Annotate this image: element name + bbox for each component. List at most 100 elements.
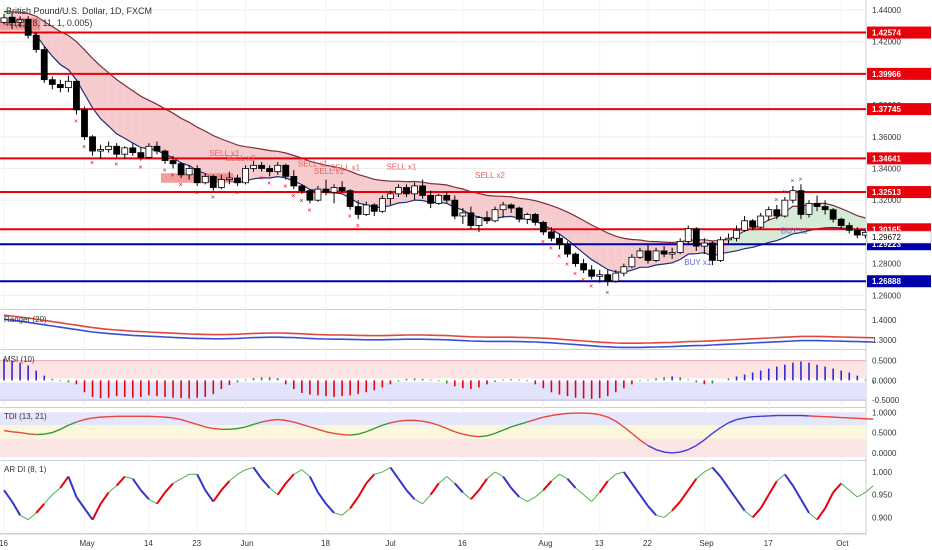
candle: [282, 163, 290, 180]
ardi-line-segment: [751, 507, 762, 519]
candle: [354, 200, 362, 220]
tdi-line-segment: [728, 418, 737, 424]
tdi-line-segment: [205, 426, 214, 430]
ardi-line-segment: [269, 487, 279, 496]
ardi-line-segment: [591, 492, 601, 502]
candle: [234, 174, 241, 186]
candle: [73, 79, 80, 115]
ardi-line-segment: [566, 478, 577, 489]
candle-body: [709, 242, 716, 261]
candle-body: [628, 256, 636, 268]
sell-x-marker: ×: [348, 214, 352, 221]
ardi-line-segment: [857, 492, 866, 498]
ribbon-segment: [205, 131, 214, 178]
tdi-line-segment: [301, 423, 311, 428]
sell-x-marker: ×: [138, 165, 142, 172]
candle: [411, 182, 418, 201]
candle: [113, 143, 121, 158]
ardi-line-segment: [800, 498, 810, 514]
ardi-line-segment: [486, 471, 496, 480]
ribbon-segment: [52, 26, 61, 65]
candle: [628, 254, 636, 269]
buy-x-marker: ×: [774, 197, 778, 204]
tdi-line-segment: [438, 424, 448, 430]
sell-signal-label: SELL x2: [475, 171, 505, 180]
ardi-line-segment: [639, 494, 649, 507]
candle-body: [620, 266, 628, 274]
tdi-line-segment: [188, 421, 198, 426]
ardi-line-segment: [212, 489, 223, 503]
ardi-line-segment: [671, 500, 681, 512]
ribbon-segment: [229, 142, 238, 183]
sell-x-marker: ×: [179, 182, 183, 189]
candle: [588, 265, 596, 280]
sell-signal-label: SELL x1: [330, 163, 360, 172]
ardi-line-segment: [115, 475, 126, 487]
candle-body: [829, 209, 837, 220]
candle-body: [749, 220, 757, 228]
ribbon-segment: [84, 49, 93, 109]
candle-body: [733, 229, 740, 239]
ardi-line-segment: [317, 491, 327, 505]
msi-tick-label: -0.5000: [872, 396, 900, 405]
candle-body: [24, 19, 32, 36]
candle: [660, 246, 668, 258]
candle-body: [137, 152, 145, 158]
candle: [620, 263, 628, 277]
ardi-line-segment: [735, 498, 746, 512]
candle-body: [266, 168, 274, 173]
sell-x-marker: ×: [267, 180, 271, 187]
tdi-line-segment: [551, 413, 560, 417]
ardi-line-segment: [252, 466, 263, 480]
price-tick-label: 1.36000: [872, 133, 901, 142]
tdi-line-segment: [28, 433, 37, 436]
candle: [789, 185, 797, 204]
tdi-line-segment: [213, 427, 222, 431]
candle: [837, 217, 845, 229]
candle-body: [700, 242, 708, 247]
candle: [16, 16, 24, 28]
candle-body: [805, 202, 813, 215]
ardi-line-segment: [687, 478, 698, 491]
candle: [298, 184, 306, 194]
current-price-tag: [866, 230, 932, 244]
tdi-line-segment: [430, 422, 439, 426]
ardi-line-segment: [494, 471, 504, 477]
ardi-line-segment: [405, 489, 416, 500]
ardi-line-segment: [325, 503, 335, 514]
candle: [89, 135, 96, 156]
ardi-line-segment: [99, 491, 110, 505]
ardi-line-segment: [438, 476, 448, 484]
tdi-line-segment: [350, 433, 359, 436]
ardi-line-segment: [333, 512, 343, 516]
tdi-line-segment: [76, 418, 85, 423]
ardi-line-segment: [704, 467, 713, 473]
tdi-line-segment: [494, 429, 504, 435]
ardi-line-segment: [204, 489, 215, 503]
candle: [258, 162, 266, 172]
candle-body: [564, 244, 571, 255]
ribbon-segment: [44, 21, 53, 57]
ribbon-segment: [221, 139, 230, 181]
symbol-title: British Pound/U.S. Dollar, 1D, FXCM: [6, 6, 152, 16]
level-price-label: 1.32513: [872, 188, 901, 197]
tdi-line-segment: [422, 420, 431, 424]
candle: [684, 225, 692, 245]
level-price-label: 1.30165: [872, 225, 901, 234]
ardi-line-segment: [655, 514, 665, 518]
ribbon-segment: [326, 165, 335, 193]
candle-body: [572, 253, 579, 265]
tdi-line-segment: [744, 416, 753, 419]
tdi-line-segment: [382, 422, 391, 426]
candle: [24, 16, 32, 39]
ribbon-segment: [599, 228, 608, 270]
candle-body: [821, 206, 829, 211]
candle: [451, 195, 459, 220]
ribbon-segment: [583, 220, 592, 260]
candle-body: [757, 215, 765, 228]
tdi-line-segment: [245, 423, 254, 428]
candle-body: [298, 185, 306, 192]
candle-body: [370, 204, 378, 212]
ardi-line-segment: [365, 473, 376, 485]
tdi-line-segment: [687, 444, 697, 451]
